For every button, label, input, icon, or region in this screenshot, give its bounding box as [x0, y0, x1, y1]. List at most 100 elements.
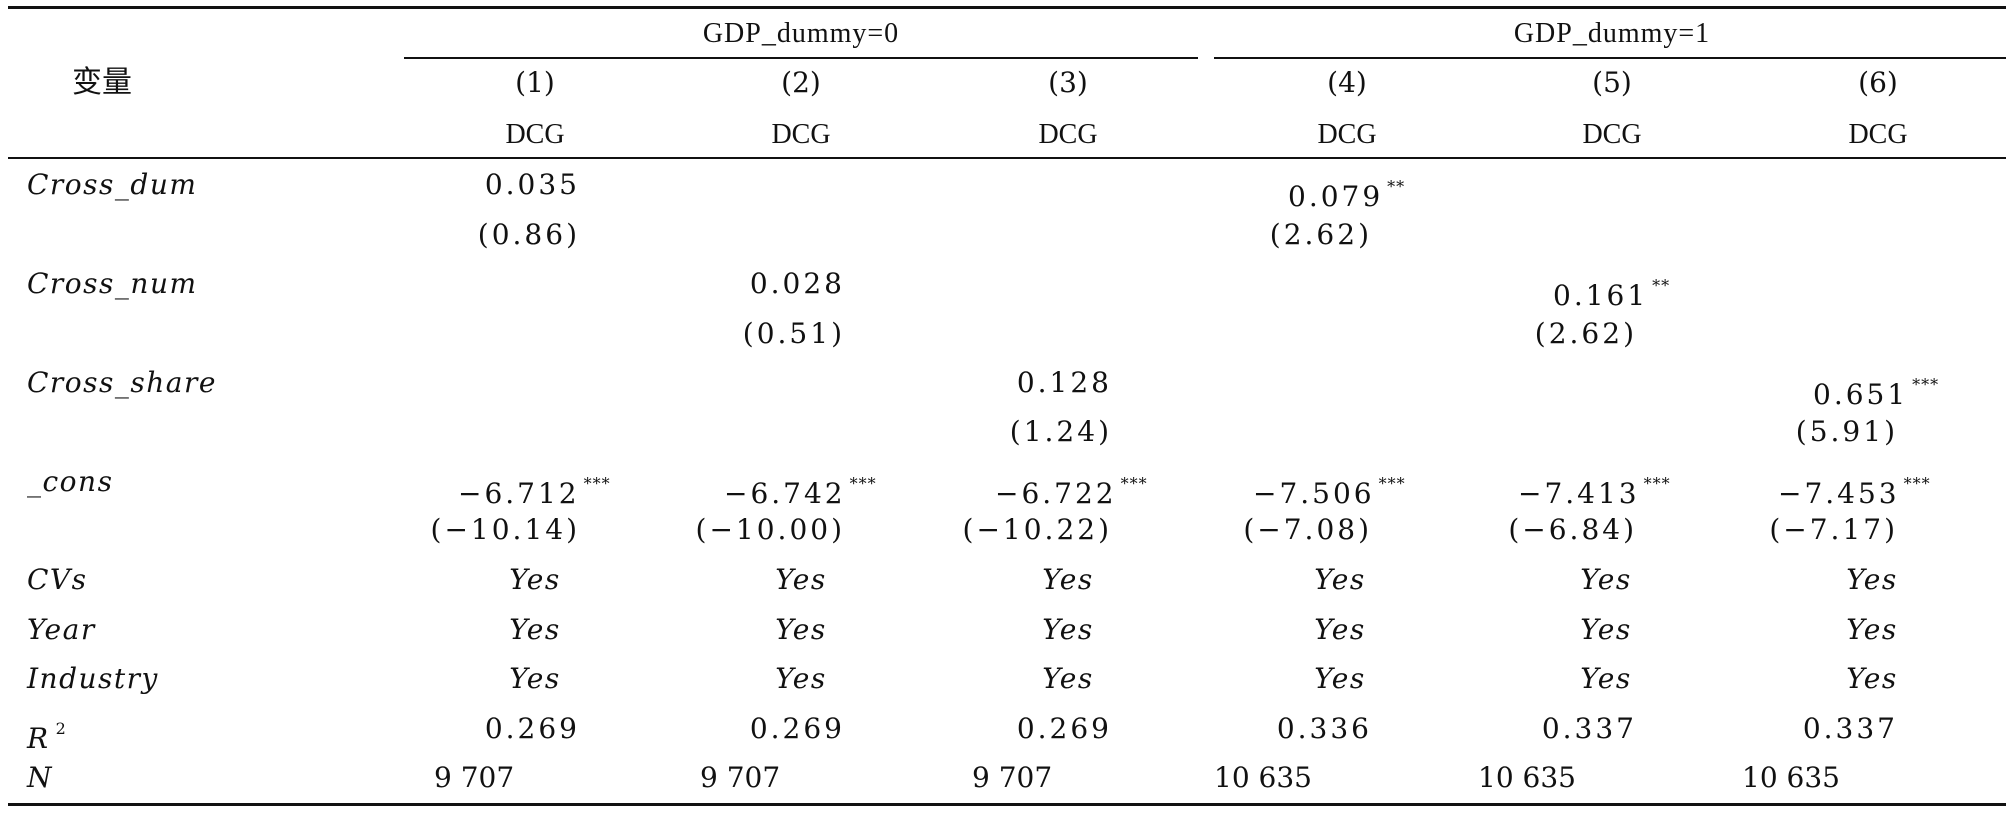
year-value-5: Yes — [1580, 613, 1632, 646]
row-label-cvs: CVs — [27, 563, 88, 596]
cross-num-tstat-5: (2.62) — [1534, 317, 1637, 350]
cons-tstat-3: (−10.22) — [962, 513, 1112, 546]
cvs-value-2: Yes — [775, 563, 827, 596]
dependent-var-4: DCG — [1317, 119, 1377, 150]
industry-value-6: Yes — [1846, 662, 1898, 695]
dependent-var-1: DCG — [505, 119, 565, 150]
row-label-n: N — [27, 761, 53, 794]
year-value-3: Yes — [1042, 613, 1094, 646]
cons-coef-4-value: −7.506 — [1253, 477, 1375, 510]
cross-dum-coef-1: 0.035 — [484, 168, 580, 201]
cross-share-coef-6-stars: *** — [1912, 375, 1940, 394]
cons-coef-6-value: −7.453 — [1778, 477, 1900, 510]
top-rule — [8, 6, 2006, 9]
cons-tstat-1: (−10.14) — [430, 513, 580, 546]
n-value-4: 10 635 — [1214, 761, 1312, 794]
r-squared-superscript: 2 — [55, 719, 68, 738]
cross-share-tstat-3: (1.24) — [1009, 415, 1112, 448]
cons-coef-6: −7.453 *** — [1778, 467, 1931, 511]
year-value-1: Yes — [509, 613, 561, 646]
cons-coef-1: −6.712 *** — [458, 467, 611, 511]
column-number-4: (4) — [1327, 66, 1367, 99]
group-underline-left — [404, 57, 1198, 59]
industry-value-5: Yes — [1580, 662, 1632, 695]
r-squared-value-5: 0.337 — [1541, 712, 1637, 745]
row-label-cross-num: Cross_num — [27, 267, 198, 300]
year-value-6: Yes — [1846, 613, 1898, 646]
variable-header: 变量 — [72, 65, 132, 100]
cons-tstat-6: (−7.17) — [1769, 513, 1898, 546]
dependent-var-6: DCG — [1848, 119, 1908, 150]
industry-value-3: Yes — [1042, 662, 1094, 695]
cons-coef-4: −7.506 *** — [1253, 467, 1406, 511]
cons-coef-3: −6.722 *** — [995, 467, 1148, 511]
cons-coef-2: −6.742 *** — [724, 467, 877, 511]
r-squared-value-4: 0.336 — [1276, 712, 1372, 745]
cons-tstat-5: (−6.84) — [1508, 513, 1637, 546]
cons-coef-1-value: −6.712 — [458, 477, 580, 510]
cross-dum-coef-4: 0.079 ** — [1288, 170, 1405, 214]
header-bottom-rule — [8, 157, 2006, 159]
cvs-value-5: Yes — [1580, 563, 1632, 596]
cross-dum-coef-4-stars: ** — [1387, 177, 1406, 196]
cross-dum-tstat-4: (2.62) — [1269, 218, 1372, 251]
cross-share-coef-6: 0.651 *** — [1813, 368, 1939, 412]
group-underline-right — [1214, 57, 2006, 59]
bottom-rule — [8, 803, 2006, 806]
column-number-6: (6) — [1858, 66, 1898, 99]
group-header-1: GDP_dummy=1 — [1513, 18, 1711, 49]
dependent-var-3: DCG — [1038, 119, 1098, 150]
cons-coef-3-stars: *** — [1120, 474, 1148, 493]
cvs-value-1: Yes — [509, 563, 561, 596]
column-number-1: (1) — [515, 66, 555, 99]
r-squared-value-3: 0.269 — [1016, 712, 1112, 745]
cons-coef-1-stars: *** — [583, 474, 611, 493]
n-value-3: 9 707 — [972, 761, 1053, 794]
column-number-5: (5) — [1592, 66, 1632, 99]
cons-tstat-2: (−10.00) — [695, 513, 845, 546]
cvs-value-3: Yes — [1042, 563, 1094, 596]
year-value-4: Yes — [1314, 613, 1366, 646]
cross-num-coef-5-stars: ** — [1652, 276, 1671, 295]
year-value-2: Yes — [775, 613, 827, 646]
cross-dum-tstat-1: (0.86) — [477, 218, 580, 251]
cons-coef-5-stars: *** — [1643, 474, 1671, 493]
row-label-cross-dum: Cross_dum — [27, 168, 198, 201]
n-value-6: 10 635 — [1742, 761, 1840, 794]
industry-value-1: Yes — [509, 662, 561, 695]
n-value-2: 9 707 — [700, 761, 781, 794]
cons-coef-2-stars: *** — [849, 474, 877, 493]
dependent-var-2: DCG — [771, 119, 831, 150]
dependent-var-5: DCG — [1582, 119, 1642, 150]
r-squared-value-1: 0.269 — [484, 712, 580, 745]
cross-num-coef-5-value: 0.161 — [1553, 279, 1649, 312]
column-number-3: (3) — [1048, 66, 1088, 99]
cross-share-coef-6-value: 0.651 — [1813, 378, 1909, 411]
cross-num-tstat-2: (0.51) — [742, 317, 845, 350]
row-label-cons: _cons — [27, 465, 114, 498]
row-label-cross-share: Cross_share — [27, 366, 217, 399]
cons-coef-4-stars: *** — [1378, 474, 1406, 493]
cons-coef-6-stars: *** — [1903, 474, 1931, 493]
r-squared-value-6: 0.337 — [1802, 712, 1898, 745]
row-label-year: Year — [27, 613, 96, 646]
industry-value-4: Yes — [1314, 662, 1366, 695]
cross-share-coef-3: 0.128 — [1016, 366, 1112, 399]
cons-coef-3-value: −6.722 — [995, 477, 1117, 510]
r-squared-value-2: 0.269 — [749, 712, 845, 745]
cons-tstat-4: (−7.08) — [1243, 513, 1372, 546]
cross-num-coef-2: 0.028 — [749, 267, 845, 300]
cons-coef-2-value: −6.742 — [724, 477, 846, 510]
row-label-industry: Industry — [27, 662, 159, 695]
n-value-1: 9 707 — [434, 761, 515, 794]
cross-dum-coef-4-value: 0.079 — [1288, 180, 1384, 213]
group-header-0: GDP_dummy=0 — [702, 18, 900, 49]
n-value-5: 10 635 — [1478, 761, 1576, 794]
cvs-value-4: Yes — [1314, 563, 1366, 596]
cons-coef-5: −7.413 *** — [1518, 467, 1671, 511]
cons-coef-5-value: −7.413 — [1518, 477, 1640, 510]
cross-share-tstat-6: (5.91) — [1795, 415, 1898, 448]
industry-value-2: Yes — [775, 662, 827, 695]
